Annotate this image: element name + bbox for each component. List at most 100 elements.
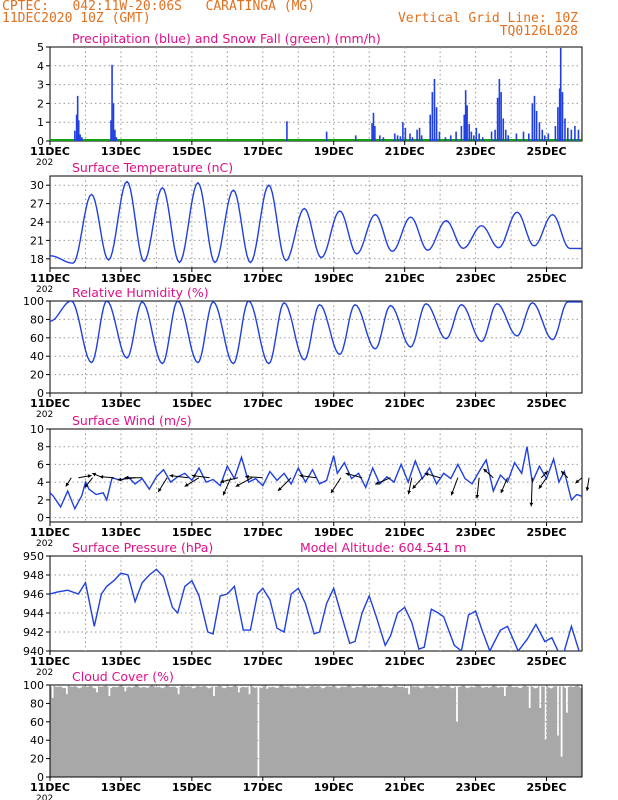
wind-xtick-label: 21DEC — [385, 526, 425, 539]
precip-frame — [49, 46, 583, 142]
wind-vector-head — [561, 471, 566, 475]
temp-xtick-label: 13DEC — [101, 272, 141, 285]
precip-bar — [564, 118, 566, 141]
precip-bar — [286, 121, 288, 141]
temp-xtick-label: 19DEC — [314, 272, 354, 285]
precip-bar — [433, 78, 436, 141]
wind-vector-head — [483, 468, 488, 473]
wind-vector-head — [585, 487, 590, 491]
pres-xtick-label: 21DEC — [385, 655, 425, 668]
wind-vector-head — [124, 475, 129, 480]
pres-ytick-label: 944 — [23, 607, 44, 620]
cloud-year-label: 202 — [36, 794, 53, 800]
rh-xtick-label: 23DEC — [456, 397, 496, 410]
wind-vector-head — [84, 483, 89, 488]
rh-ytick-label: 0 — [37, 387, 44, 400]
precip-bar — [455, 131, 457, 141]
precip-ytick-label: 3 — [37, 79, 44, 92]
rh-xtick-label: 19DEC — [314, 397, 354, 410]
rh-xtick-label: 17DEC — [243, 397, 283, 410]
pres-ytick-label: 948 — [23, 569, 44, 582]
precip-xtick-label: 17DEC — [243, 145, 283, 158]
temp-ytick-label: 21 — [30, 234, 44, 247]
precip-xtick-label: 19DEC — [314, 145, 354, 158]
precip-bar — [528, 133, 530, 141]
precip-xtick-label: 13DEC — [101, 145, 141, 158]
temp-ytick-label: 30 — [30, 179, 44, 192]
precip-bar — [567, 127, 569, 141]
precip-bar — [470, 131, 473, 141]
precip-bar — [460, 125, 463, 141]
pres-subtitle: Model Altitude: 604.541 m — [300, 540, 466, 555]
wind-vector-head — [407, 490, 411, 495]
wind-vector — [530, 477, 533, 507]
precip-xtick-label: 25DEC — [527, 145, 567, 158]
precip-bar — [431, 92, 434, 141]
wind-xtick-label: 11DEC — [30, 526, 70, 539]
rh-xtick-label: 21DEC — [385, 397, 425, 410]
precip-bar — [416, 129, 418, 141]
precip-bar — [531, 103, 534, 141]
precip-bar — [396, 135, 399, 141]
precip-bar — [478, 133, 480, 141]
precip-bar — [399, 136, 402, 141]
run-time: 11DEC2020 10Z (GMT) — [2, 11, 151, 26]
rh-line — [50, 301, 582, 365]
cloud-xtick-label: 21DEC — [385, 781, 425, 794]
temp-xtick-label: 25DEC — [527, 272, 567, 285]
pres-xtick-label: 17DEC — [243, 655, 283, 668]
rh-ytick-label: 80 — [30, 313, 44, 326]
precip-ytick-label: 0 — [37, 135, 44, 148]
precip-bar — [515, 133, 518, 141]
temp-ytick-label: 27 — [30, 198, 44, 211]
wind-vector-head — [99, 475, 104, 479]
precip-bar — [371, 123, 373, 141]
precip-bar — [605, 105, 607, 141]
precip-year-label: 202 — [36, 158, 53, 168]
rh-xtick-label: 11DEC — [30, 397, 70, 410]
model-code: TQ0126L028 — [499, 24, 578, 39]
wind-vector-head — [220, 479, 225, 484]
precip-bar — [561, 92, 564, 141]
precip-title: Precipitation (blue) and Snow Fall (gree… — [72, 31, 381, 46]
wind-vector-head — [424, 472, 429, 477]
precip-bar — [607, 113, 609, 141]
wind-vector-head — [278, 487, 282, 491]
precip-bar — [500, 92, 502, 141]
precip-bar — [498, 78, 501, 141]
precip-bar — [574, 125, 576, 141]
precip-bar — [592, 133, 594, 141]
precip-bar — [435, 107, 438, 141]
wind-vector-head — [87, 474, 92, 478]
wind-vector-head — [529, 502, 534, 507]
rh-xtick-label: 25DEC — [527, 397, 567, 410]
wind-vector-head — [245, 474, 249, 479]
precip-bar — [601, 130, 603, 141]
wind-vector-head — [169, 474, 174, 478]
precip-xtick-label: 15DEC — [172, 145, 212, 158]
wind-vector-head — [235, 483, 240, 487]
precip-bar — [393, 133, 396, 141]
cloud-ytick-label: 40 — [30, 734, 44, 747]
temp-ytick-label: 18 — [30, 253, 44, 266]
precip-bar — [543, 135, 546, 141]
precip-bar — [463, 114, 466, 141]
cloud-ytick-label: 100 — [23, 679, 44, 692]
cloud-ytick-label: 20 — [30, 753, 44, 766]
pres-xtick-label: 19DEC — [314, 655, 354, 668]
precip-bar — [507, 135, 510, 141]
wind-vector-head — [375, 481, 380, 485]
precip-bar — [429, 114, 432, 141]
precip-bar — [111, 64, 113, 141]
cloud-frame-top — [49, 684, 583, 778]
wind-ytick-label: 10 — [30, 423, 44, 436]
wind-vector-head — [345, 472, 350, 477]
rh-ytick-label: 100 — [23, 295, 44, 308]
wind-ytick-label: 8 — [37, 441, 44, 454]
precip-bar — [610, 124, 612, 141]
cloud-xtick-label: 25DEC — [527, 781, 567, 794]
precip-bar — [404, 127, 407, 141]
precip-bar — [541, 129, 544, 141]
precip-bar — [115, 137, 118, 141]
wind-frame — [49, 428, 583, 523]
